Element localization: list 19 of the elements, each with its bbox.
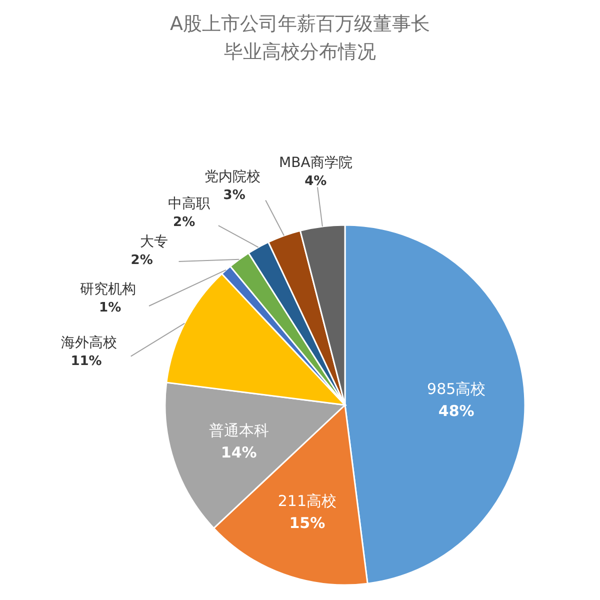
slice-label: 中高职 [168, 196, 210, 212]
slice-label: 海外高校 [60, 335, 117, 352]
data-label: 3% [223, 188, 246, 203]
data-label: 2% [173, 214, 196, 230]
data-label: 1% [99, 300, 122, 316]
data-label: 11% [70, 354, 102, 370]
slice-label: 大专 [140, 234, 168, 250]
slice-label: 研究机构 [80, 281, 136, 298]
data-label: 14% [220, 443, 257, 462]
data-label: 15% [289, 514, 326, 532]
slice-label: MBA商学院 [279, 154, 352, 171]
data-label: 4% [304, 174, 327, 189]
slice-label: 985高校 [427, 380, 486, 398]
data-label: 48% [438, 402, 474, 420]
slice-label: 党内院校 [204, 168, 260, 185]
slice-label: 普通本科 [208, 421, 269, 440]
data-label: 2% [130, 253, 153, 268]
slice-label: 211高校 [278, 492, 337, 510]
chart-title: A股上市公司年薪百万级董事长毕业高校分布情况 [170, 13, 430, 63]
